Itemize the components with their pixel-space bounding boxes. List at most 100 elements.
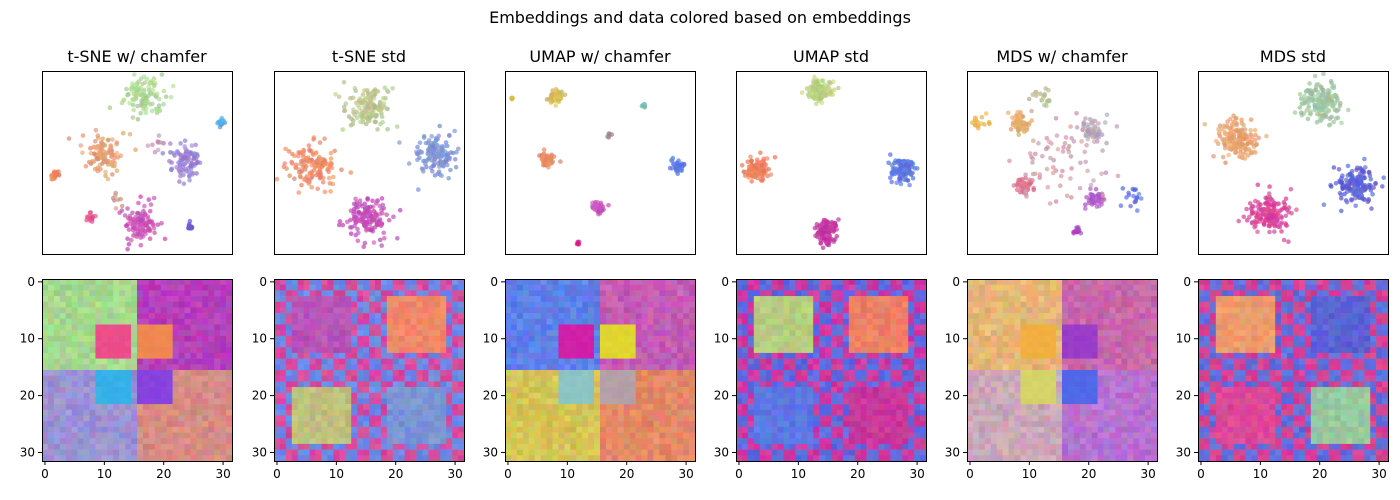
heatmap-cell — [428, 432, 435, 439]
scatter-point — [367, 96, 372, 102]
heatmap-cell — [315, 449, 322, 456]
heatmap-cell — [279, 296, 287, 303]
heatmap-cell — [148, 301, 156, 308]
scatter-points — [739, 74, 920, 251]
heatmap-cell — [77, 301, 84, 308]
scatter-point — [178, 152, 184, 158]
heatmap-cell — [333, 370, 340, 376]
scatter-point — [1346, 107, 1351, 113]
heatmap-cell — [107, 324, 114, 331]
heatmap-cell — [119, 387, 126, 394]
scatter-point — [1081, 122, 1086, 127]
scatter-point — [761, 168, 767, 174]
heatmap-cell — [83, 358, 90, 365]
heatmap-cell — [125, 347, 132, 354]
heatmap-cell — [380, 398, 388, 405]
heatmap-cell — [77, 296, 84, 303]
heatmap-cell — [522, 290, 530, 297]
heatmap-cell — [363, 381, 370, 388]
heatmap-cell — [416, 415, 423, 422]
scatter-point — [1092, 124, 1097, 130]
scatter-point — [341, 80, 347, 85]
heatmap-cell — [154, 398, 162, 405]
scatter-point — [1053, 116, 1059, 121]
heatmap-cell — [178, 301, 185, 308]
heatmap-cell — [125, 438, 132, 445]
heatmap-cell — [142, 387, 150, 394]
heatmap-cell — [95, 455, 102, 462]
heatmap-cell — [416, 438, 423, 445]
heatmap-cell — [208, 381, 215, 388]
heatmap-cell — [386, 370, 394, 376]
heatmap-cell — [303, 352, 310, 359]
scatter-point — [110, 137, 115, 142]
heatmap-cell — [321, 443, 328, 450]
scatter-point — [820, 245, 826, 251]
heatmap-cell — [148, 296, 156, 303]
scatter-point — [362, 88, 367, 93]
heatmap-cell — [71, 301, 78, 308]
scatter-point — [551, 154, 557, 159]
scatter-point — [156, 96, 162, 102]
heatmap-cell — [190, 432, 197, 439]
heatmap-cell — [172, 387, 179, 394]
scatter-point — [1060, 168, 1065, 174]
heatmap-cell — [285, 352, 293, 359]
scatter-point — [150, 87, 155, 93]
scatter-point — [1249, 220, 1255, 225]
heatmap-cell — [101, 370, 108, 376]
heatmap-cell — [77, 426, 84, 433]
heatmap-cell — [309, 347, 316, 354]
scatter-point — [1072, 229, 1077, 234]
heatmap-cell — [552, 284, 559, 291]
heatmap-cell — [101, 301, 108, 308]
scatter-point — [138, 110, 143, 116]
heatmap-cell — [119, 330, 126, 337]
heatmap-cell — [154, 381, 162, 388]
heatmap-cell — [386, 307, 394, 314]
heatmap-cell — [95, 301, 102, 308]
heatmap-cell — [53, 307, 61, 314]
heatmap-cell — [321, 449, 328, 456]
heatmap-cell — [83, 330, 90, 337]
heatmap-cell — [398, 370, 405, 376]
heatmap-cell — [374, 426, 382, 433]
scatter-point — [836, 85, 841, 91]
heatmap-cell — [458, 307, 465, 314]
scatter-point — [1319, 99, 1325, 105]
scatter-point — [575, 239, 581, 245]
heatmap-cell — [59, 375, 67, 382]
heatmap-cell — [380, 432, 388, 439]
scatter-point — [384, 212, 390, 217]
scatter-point — [899, 172, 904, 178]
heatmap-cell — [357, 341, 364, 348]
heatmap-cell — [357, 421, 364, 428]
scatter-point — [1040, 96, 1046, 101]
heatmap-cell — [552, 290, 559, 297]
heatmap-cell — [321, 358, 328, 365]
heatmap-cell — [95, 392, 102, 399]
heatmap-cell — [160, 358, 167, 365]
heatmap-cell — [166, 432, 173, 439]
heatmap-cell — [404, 432, 411, 439]
heatmap-cell — [107, 301, 114, 308]
heatmap-cell — [315, 358, 322, 365]
heatmap-cell — [208, 364, 215, 371]
scatter-point — [56, 173, 62, 178]
heatmap-cell — [184, 284, 191, 291]
scatter-point — [416, 187, 421, 192]
scatter-point — [107, 105, 113, 110]
heatmap-cell — [374, 296, 382, 303]
heatmap-cell — [137, 432, 144, 439]
scatter-point — [1249, 150, 1254, 156]
scatter-point — [1015, 126, 1021, 131]
heatmap-cell — [369, 324, 376, 331]
heatmap-cell — [297, 284, 304, 291]
scatter-point — [191, 156, 197, 161]
heatmap-cell — [184, 426, 191, 433]
heatmap-cell — [428, 358, 435, 365]
heatmap-cell — [142, 404, 150, 411]
heatmap-cell — [71, 375, 78, 382]
heatmap-cell — [125, 409, 132, 416]
